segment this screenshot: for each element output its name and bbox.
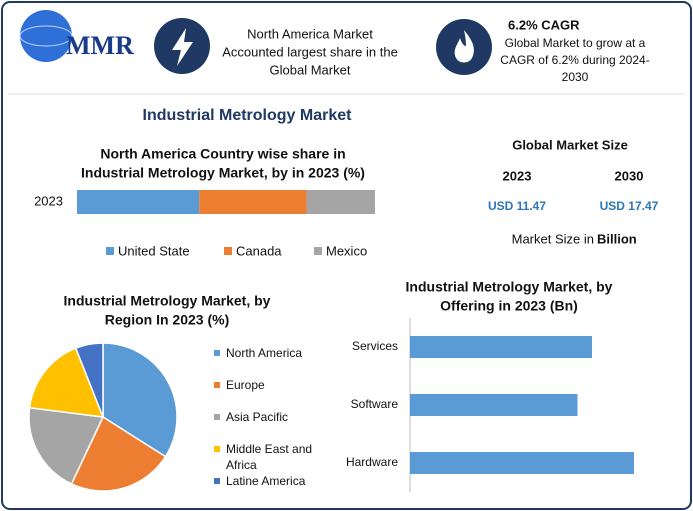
legend-label: United State: [118, 243, 190, 258]
y-tick-label: 2023: [34, 193, 63, 208]
legend-swatch: [314, 247, 322, 255]
chart-title: Industrial Metrology Market, by: [64, 293, 271, 309]
cagr-title: 6.2% CAGR: [508, 17, 580, 32]
header-text: North America Market: [247, 26, 373, 41]
size-title: Global Market Size: [512, 137, 628, 152]
legend-swatch: [214, 478, 220, 484]
chart-title: North America Country wise share in: [100, 146, 345, 162]
cagr-text: Global Market to grow at a: [505, 36, 646, 50]
legend-swatch: [214, 446, 220, 452]
main-title: Industrial Metrology Market: [143, 107, 353, 124]
legend-swatch: [214, 350, 220, 356]
chart-title: Industrial Metrology Market, by in 2023 …: [81, 165, 365, 181]
legend-swatch: [214, 382, 220, 388]
size-note-unit: Billion: [597, 231, 637, 246]
legend-label: North America: [226, 346, 303, 360]
y-tick-label: Software: [351, 397, 399, 411]
size-value: USD 11.47: [488, 199, 546, 213]
pie-slice: [74, 342, 104, 418]
legend-label: Latine America: [226, 474, 306, 488]
lightning-icon: [172, 28, 193, 66]
header-text: Global Market: [270, 62, 351, 77]
bar-segment: [77, 190, 200, 214]
size-note: Market Size in: [512, 231, 594, 246]
size-year: 2030: [615, 168, 644, 183]
flame-icon: [454, 30, 474, 63]
pie-slice: [28, 406, 105, 485]
legend-swatch: [106, 247, 114, 255]
cagr-text: 2030: [562, 70, 589, 84]
bar-segment: [306, 190, 375, 214]
y-tick-label: Hardware: [346, 455, 398, 469]
bar: [410, 394, 578, 416]
legend-swatch: [214, 414, 220, 420]
legend-label: Asia Pacific: [226, 410, 289, 424]
header-text: Accounted largest share in the: [222, 44, 398, 59]
bar: [410, 452, 634, 474]
pie-slice: [28, 347, 105, 418]
logo-text: MMR: [66, 31, 134, 60]
logo-globe: [20, 10, 72, 62]
logo-orbit: [19, 25, 73, 47]
size-value: USD 17.47: [600, 199, 659, 213]
y-tick-label: Services: [352, 339, 398, 353]
legend-label: Canada: [236, 243, 282, 258]
bar: [410, 336, 592, 358]
size-year: 2023: [503, 168, 532, 183]
legend-label: Mexico: [326, 243, 367, 258]
bar-segment: [199, 190, 307, 214]
legend-label: Europe: [226, 378, 265, 392]
cagr-text: CAGR of 6.2% during 2024-: [500, 53, 649, 67]
chart-title: Region In 2023 (%): [105, 312, 229, 328]
chart-title: Industrial Metrology Market, by: [406, 279, 613, 295]
legend-swatch: [224, 247, 232, 255]
chart-title: Offering in 2023 (Bn): [440, 298, 578, 314]
legend-label: Middle East and Africa: [226, 442, 313, 472]
